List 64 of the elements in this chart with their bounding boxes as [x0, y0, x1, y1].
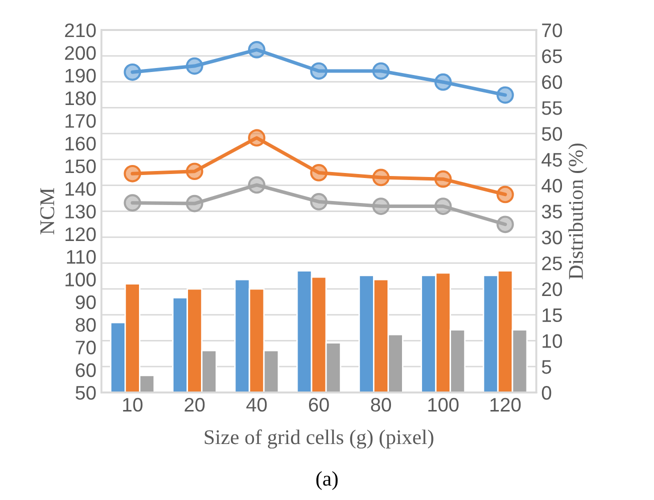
- y-tick-label: 50: [76, 386, 96, 400]
- y-tick-label: 70: [76, 340, 96, 354]
- point: [372, 168, 390, 186]
- point: [372, 62, 390, 80]
- point: [248, 129, 266, 147]
- y2-tick-label: 20: [542, 282, 562, 296]
- x-tick-label: 80: [370, 398, 392, 412]
- y-tick-label: 150: [66, 159, 96, 174]
- y2-tick-label: 70: [542, 23, 562, 38]
- y-tick-label: 60: [76, 363, 96, 378]
- point: [310, 164, 328, 182]
- y2-tick-label: 5: [542, 360, 552, 374]
- y2-tick-label: 25: [542, 256, 562, 270]
- x-axis-title: Size of grid cells (g) (pixel): [204, 429, 434, 449]
- y-axis-title: NCM: [40, 188, 54, 234]
- point: [434, 73, 452, 91]
- y-tick-label: 190: [66, 68, 96, 83]
- y2-tick-label: 65: [542, 49, 562, 64]
- point: [310, 62, 328, 80]
- point: [310, 193, 328, 210]
- y-tick-label: 80: [76, 318, 96, 332]
- point: [186, 194, 204, 212]
- point: [248, 41, 266, 58]
- point: [186, 162, 204, 180]
- y2-tick-label: 40: [542, 178, 562, 193]
- x-tick-label: 20: [184, 398, 205, 412]
- point: [186, 57, 204, 75]
- point: [248, 176, 266, 194]
- point: [372, 198, 390, 215]
- y2-tick-label: 0: [542, 386, 552, 400]
- y2-tick-label: 30: [542, 230, 562, 244]
- y-tick-label: 140: [66, 182, 96, 196]
- text: (a): [316, 471, 338, 490]
- point: [124, 164, 142, 182]
- y2-tick-label: 35: [542, 204, 562, 218]
- y-tick-label: 130: [66, 204, 96, 218]
- point: [496, 216, 514, 234]
- x-tick-label: 100: [428, 398, 459, 412]
- point: [434, 198, 452, 215]
- y-tick-label: 90: [76, 295, 96, 310]
- y2-tick-label: 60: [542, 75, 562, 90]
- y-tick-label: 210: [65, 23, 96, 38]
- x-tick-label: 10: [123, 398, 142, 412]
- y2-tick-label: 10: [542, 334, 562, 348]
- point: [124, 63, 142, 81]
- y-tick-label: 180: [66, 91, 96, 106]
- y-tick-label: 120: [66, 227, 96, 242]
- x-tick-label: 120: [490, 398, 521, 412]
- point: [496, 186, 514, 204]
- y2-tick-label: 45: [542, 153, 562, 167]
- y2-axis-title: Distribution (%): [568, 144, 588, 280]
- y2-tick-label: 55: [542, 101, 562, 115]
- y-tick-label: 160: [66, 136, 96, 151]
- point: [124, 194, 142, 212]
- y-tick-label: 110: [66, 250, 96, 264]
- y-tick-label: 200: [65, 46, 96, 60]
- y2-tick-label: 50: [542, 127, 562, 141]
- y-tick-label: 170: [66, 114, 96, 128]
- x-tick-label: 40: [246, 398, 267, 412]
- x-tick-label: 60: [309, 398, 329, 412]
- y-tick-label: 100: [66, 272, 96, 286]
- point: [496, 86, 514, 104]
- y2-tick-label: 15: [542, 308, 562, 322]
- point: [434, 170, 452, 188]
